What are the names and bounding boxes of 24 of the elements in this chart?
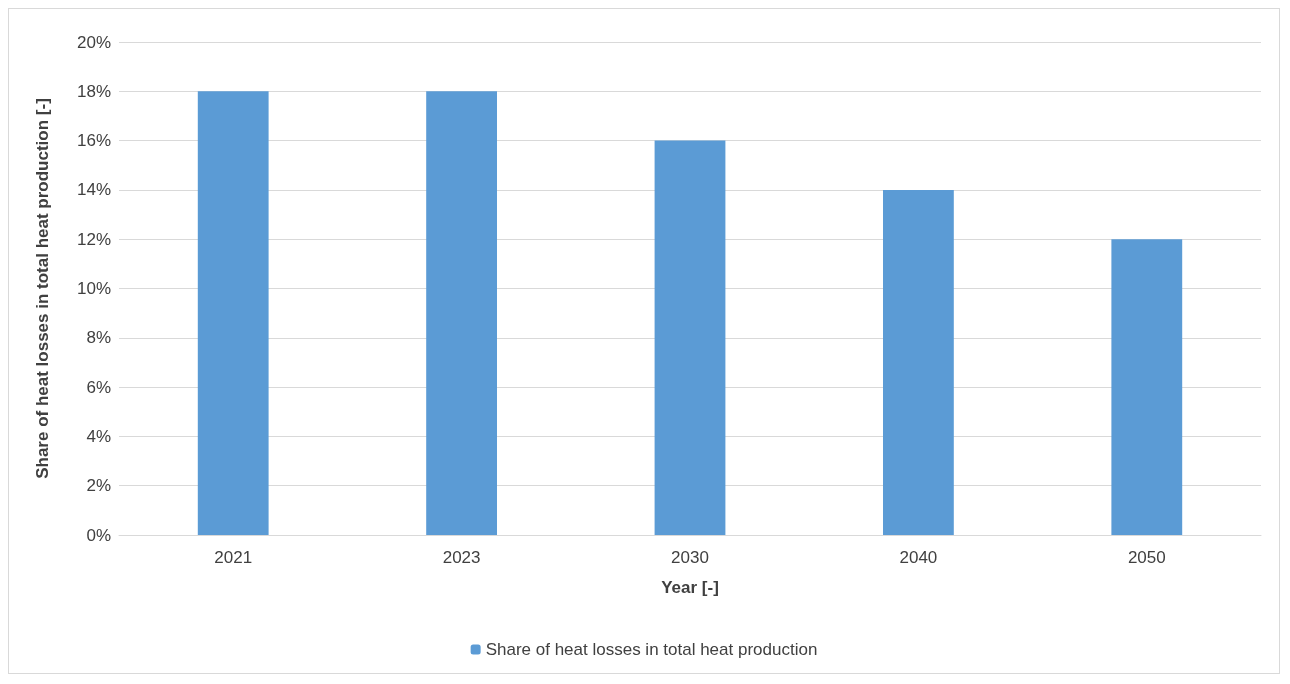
y-axis-title: Share of heat losses in total heat production [-]	[33, 98, 52, 479]
x-tick-label: 2040	[899, 548, 938, 567]
bar	[654, 140, 726, 535]
x-axis-title: Year [-]	[661, 578, 719, 597]
x-tick-label: 2021	[214, 548, 253, 567]
bar	[197, 91, 269, 535]
y-tick-label: 2%	[86, 476, 111, 496]
x-tick-label: 2050	[1127, 548, 1166, 567]
y-tick-label: 4%	[86, 426, 111, 446]
y-tick-label: 16%	[76, 131, 111, 151]
y-tick-label: 6%	[86, 377, 111, 397]
legend-label: Share of heat losses in total heat production	[485, 640, 818, 659]
y-tick-label: 20%	[76, 32, 111, 52]
bar	[1111, 239, 1183, 535]
bar	[883, 189, 954, 535]
x-tick-label: 2030	[671, 548, 709, 567]
y-tick-label: 18%	[76, 81, 111, 101]
y-tick-label: 0%	[86, 525, 111, 545]
y-tick-label: 12%	[76, 229, 111, 249]
bar	[426, 91, 497, 535]
y-tick-label: 8%	[86, 328, 111, 348]
x-tick-label: 2023	[442, 548, 481, 567]
y-tick-label: 10%	[76, 279, 111, 298]
y-tick-label: 14%	[76, 180, 111, 200]
